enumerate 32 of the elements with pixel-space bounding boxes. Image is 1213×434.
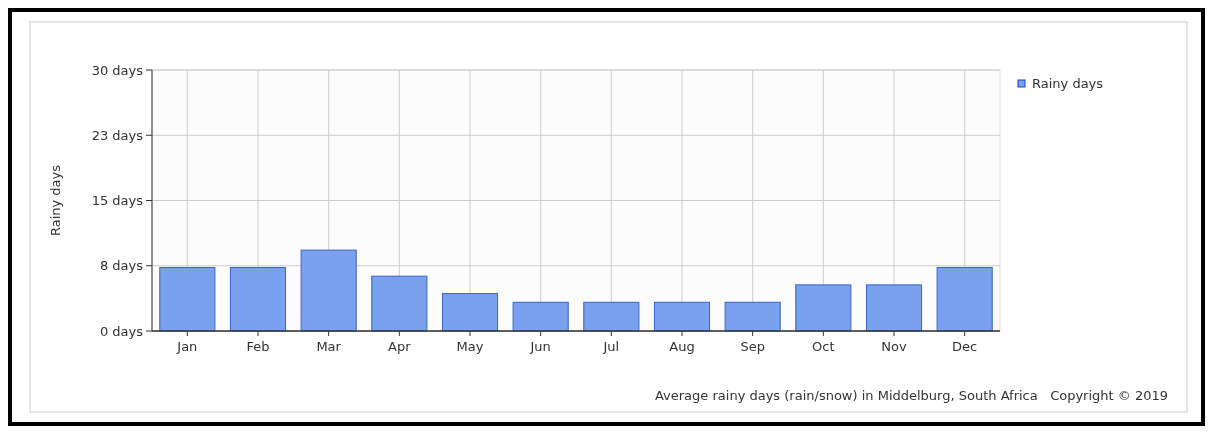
x-tick-label: Mar xyxy=(316,339,342,354)
x-tick-label: Jul xyxy=(602,339,620,354)
bar xyxy=(371,275,428,332)
legend-label: Rainy days xyxy=(1032,75,1104,91)
x-tick-label: Oct xyxy=(812,339,835,354)
bar xyxy=(512,301,569,332)
bar xyxy=(441,293,499,332)
bar xyxy=(865,284,923,332)
y-axis-title: Rainy days xyxy=(48,164,63,237)
y-tick-label: 23 days xyxy=(91,127,144,143)
y-tick-label: 8 days xyxy=(99,258,144,274)
bar xyxy=(795,284,852,332)
bar xyxy=(229,266,287,332)
x-tick-label: Jun xyxy=(529,339,551,354)
bar xyxy=(300,249,357,332)
x-tick-label: Sep xyxy=(740,339,765,354)
bar xyxy=(936,266,993,332)
y-tick-label: 15 days xyxy=(91,193,144,209)
bar xyxy=(583,301,640,332)
bar xyxy=(724,301,781,332)
text: Average rainy days (rain/snow) in Middelburg, South Africa Copyright © 2019 xyxy=(654,388,1168,403)
y-tick-label: 0 days xyxy=(99,323,144,339)
x-tick-label: Feb xyxy=(246,339,270,354)
x-tick-label: Nov xyxy=(881,339,907,354)
x-tick-label: Jan xyxy=(176,339,198,354)
x-tick-label: Aug xyxy=(669,339,695,354)
y-tick-label: 30 days xyxy=(91,62,144,78)
bar xyxy=(159,266,216,332)
bar xyxy=(653,301,711,332)
x-tick-label: May xyxy=(456,339,484,354)
x-tick-label: Dec xyxy=(952,339,978,354)
x-tick-label: Apr xyxy=(388,339,412,354)
